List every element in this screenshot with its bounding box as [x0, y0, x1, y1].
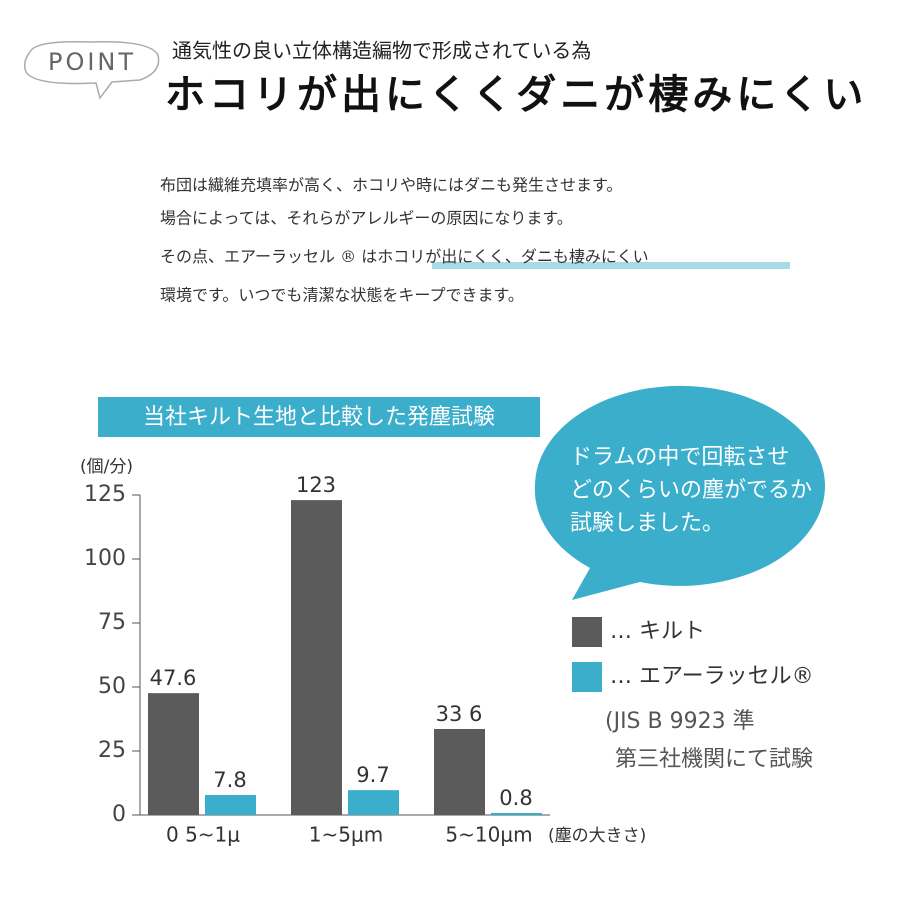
- body-line: その点、エアーラッセル ® はホコリが出にくく、ダニも棲みにくい: [160, 247, 649, 266]
- bar: [348, 790, 399, 815]
- y-tick-label: 25: [98, 738, 126, 763]
- y-tick-label: 75: [98, 610, 126, 635]
- value-label: 7.8: [213, 768, 246, 792]
- legend-label: … エアーラッセル®: [610, 664, 814, 689]
- bar: [491, 812, 542, 815]
- x-axis-label: (塵の大きさ): [548, 826, 646, 846]
- x-tick-label: 5~10μm: [445, 823, 532, 847]
- bar: [291, 500, 342, 815]
- note: (JIS B 9923 準: [605, 709, 755, 734]
- body-line: 環境です。いつでも清潔な状態をキープできます。: [160, 286, 524, 305]
- legend-swatch: [572, 662, 602, 692]
- chart-title: 当社キルト生地と比較した発塵試験: [143, 405, 495, 430]
- x-tick-label: 1~5μm: [309, 823, 383, 847]
- y-axis-label: (個/分): [80, 457, 133, 477]
- body-text: その点、エアーラッセル ® は: [160, 247, 377, 266]
- value-label: 123: [296, 473, 336, 497]
- body-highlight: ホコリが出にくく、ダニも棲みにくい: [377, 247, 648, 266]
- value-label: 0.8: [499, 786, 532, 810]
- y-tick-label: 100: [84, 546, 126, 571]
- bubble-line: どのくらいの塵がでるか: [570, 478, 812, 503]
- legend-swatch: [572, 617, 602, 647]
- highlight: [432, 262, 790, 269]
- bubble-line: ドラムの中で回転させ: [570, 445, 789, 470]
- note: 第三社機関にて試験: [615, 747, 813, 772]
- body-line: 布団は繊維充填率が高く、ホコリや時にはダニも発生させます。: [160, 176, 622, 195]
- y-tick-label: 50: [98, 674, 126, 699]
- badge: POINT: [48, 48, 136, 76]
- value-label: 33 6: [436, 702, 483, 726]
- value-label: 47.6: [150, 666, 197, 690]
- bar: [434, 728, 485, 815]
- subtitle: 通気性の良い立体構造編物で形成されている為: [172, 39, 591, 63]
- value-label: 9.7: [356, 763, 389, 787]
- title: ホコリが出にくくダニが棲みにくい: [165, 71, 867, 118]
- y-tick-label: 0: [112, 802, 126, 827]
- y-tick-label: 125: [84, 482, 126, 507]
- legend-label: … キルト: [610, 619, 705, 644]
- bubble-line: 試験しました。: [570, 511, 724, 536]
- chart-title-box: [98, 397, 540, 437]
- x-tick-label: 0 5~1μ: [166, 823, 240, 847]
- bar: [205, 795, 256, 815]
- bar: [148, 693, 199, 815]
- speech-bubble: [534, 385, 825, 600]
- badge-bubble: [23, 40, 160, 100]
- body-line: 場合によっては、それらがアレルギーの原因になります。: [160, 209, 573, 228]
